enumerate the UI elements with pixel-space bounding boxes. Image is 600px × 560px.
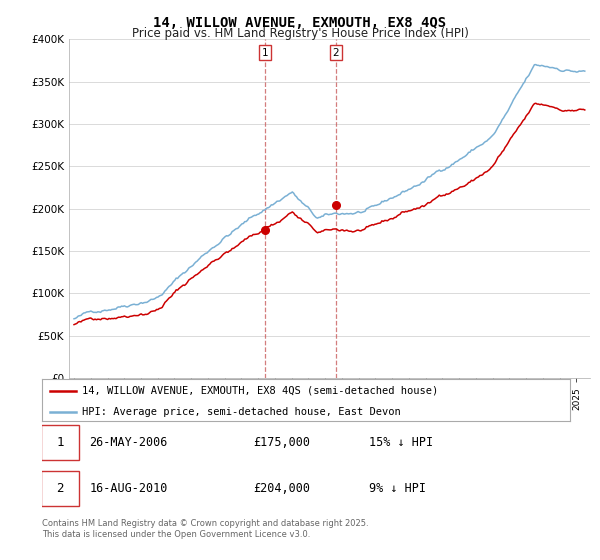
Text: 9% ↓ HPI: 9% ↓ HPI xyxy=(370,482,427,495)
Text: 14, WILLOW AVENUE, EXMOUTH, EX8 4QS (semi-detached house): 14, WILLOW AVENUE, EXMOUTH, EX8 4QS (sem… xyxy=(82,386,438,396)
Text: £175,000: £175,000 xyxy=(253,436,310,449)
Text: 1: 1 xyxy=(262,48,268,58)
FancyBboxPatch shape xyxy=(41,471,79,506)
Text: Price paid vs. HM Land Registry's House Price Index (HPI): Price paid vs. HM Land Registry's House … xyxy=(131,27,469,40)
Text: Contains HM Land Registry data © Crown copyright and database right 2025.
This d: Contains HM Land Registry data © Crown c… xyxy=(42,519,368,539)
Text: 2: 2 xyxy=(332,48,339,58)
Text: 1: 1 xyxy=(56,436,64,449)
Text: 26-MAY-2006: 26-MAY-2006 xyxy=(89,436,168,449)
Text: 15% ↓ HPI: 15% ↓ HPI xyxy=(370,436,433,449)
Text: HPI: Average price, semi-detached house, East Devon: HPI: Average price, semi-detached house,… xyxy=(82,407,400,417)
Text: 2: 2 xyxy=(56,482,64,495)
FancyBboxPatch shape xyxy=(41,425,79,460)
Text: 16-AUG-2010: 16-AUG-2010 xyxy=(89,482,168,495)
Text: £204,000: £204,000 xyxy=(253,482,310,495)
Text: 14, WILLOW AVENUE, EXMOUTH, EX8 4QS: 14, WILLOW AVENUE, EXMOUTH, EX8 4QS xyxy=(154,16,446,30)
